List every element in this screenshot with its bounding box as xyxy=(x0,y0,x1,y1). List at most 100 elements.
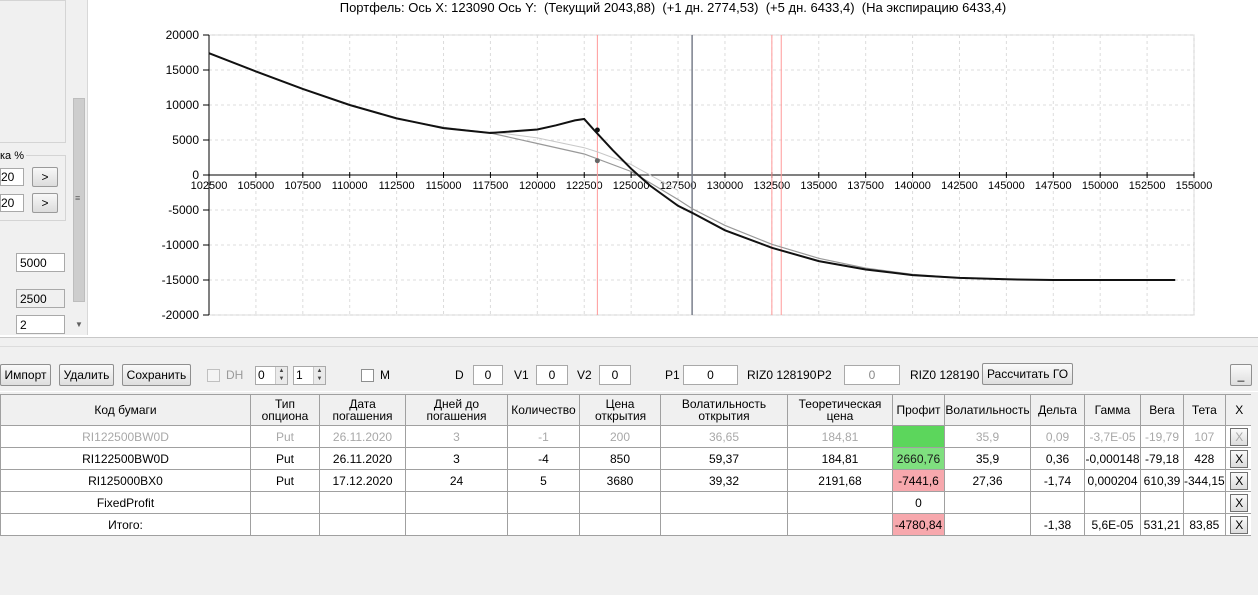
remove-row-button[interactable]: X xyxy=(1230,515,1249,534)
cell-qty[interactable]: -1 xyxy=(507,425,580,448)
cell-vol-open[interactable]: 36,65 xyxy=(660,425,788,448)
remove-row-button[interactable]: X xyxy=(1230,493,1249,512)
rate-apply-button-1[interactable]: > xyxy=(32,167,58,187)
col-header-gamma[interactable]: Гамма xyxy=(1084,394,1141,426)
save-button[interactable]: Сохранить xyxy=(122,364,191,386)
cell-days[interactable]: 24 xyxy=(405,469,508,492)
col-header-theta[interactable]: Тета xyxy=(1183,394,1226,426)
col-header-days[interactable]: Дней до погашения xyxy=(405,394,508,426)
cell-type[interactable]: Put xyxy=(250,447,320,470)
cell-theta[interactable]: 107 xyxy=(1183,425,1226,448)
cell-theo[interactable] xyxy=(787,491,893,514)
delete-button[interactable]: Удалить xyxy=(59,364,114,386)
cell-vol-open[interactable]: 39,32 xyxy=(660,469,788,492)
cell-open[interactable] xyxy=(579,513,661,536)
cell-theo[interactable]: 184,81 xyxy=(787,425,893,448)
cell-vol[interactable] xyxy=(944,491,1031,514)
cell-open[interactable]: 3680 xyxy=(579,469,661,492)
cell-theta[interactable]: -344,15 xyxy=(1183,469,1226,492)
col-header-qty[interactable]: Количество xyxy=(507,394,580,426)
cell-code[interactable]: RI122500BW0D xyxy=(0,447,251,470)
minimize-button[interactable]: _ xyxy=(1230,364,1252,386)
cell-qty[interactable]: -4 xyxy=(507,447,580,470)
cell-vol[interactable]: 35,9 xyxy=(944,447,1031,470)
col-header-theo[interactable]: Теоретическая цена xyxy=(787,394,893,426)
cell-theta[interactable] xyxy=(1183,491,1226,514)
col-header-date[interactable]: Дата погашения xyxy=(319,394,406,426)
cell-delta[interactable]: 0,36 xyxy=(1030,447,1085,470)
splitter-grip-icon[interactable]: ≡ xyxy=(75,193,81,203)
cell-date[interactable]: 26.11.2020 xyxy=(319,425,406,448)
cell-vega[interactable]: 610,39 xyxy=(1140,469,1184,492)
d-input[interactable]: 0 xyxy=(473,365,503,385)
cell-theta[interactable]: 428 xyxy=(1183,447,1226,470)
cell-qty[interactable] xyxy=(507,491,580,514)
col-header-vol[interactable]: Волатильность xyxy=(944,394,1031,426)
cell-gamma[interactable]: 0,000204 xyxy=(1084,469,1141,492)
cell-vega[interactable]: 531,21 xyxy=(1140,513,1184,536)
col-header-profit[interactable]: Профит xyxy=(892,394,945,426)
cell-vega[interactable] xyxy=(1140,491,1184,514)
cell-days[interactable]: 3 xyxy=(405,425,508,448)
cell-profit[interactable] xyxy=(892,425,945,448)
table-row[interactable]: Итого: -4780,84 -1,38 5,6E-05 531,21 83,85 X xyxy=(0,513,1254,536)
cell-open[interactable]: 200 xyxy=(579,425,661,448)
scrollbar-thumb[interactable] xyxy=(73,98,85,302)
cell-code[interactable]: RI125000BX0 xyxy=(0,469,251,492)
scroll-down-arrow-icon[interactable]: ▼ xyxy=(75,320,83,329)
cell-date[interactable]: 17.12.2020 xyxy=(319,469,406,492)
cell-delta[interactable] xyxy=(1030,491,1085,514)
cell-profit[interactable]: 2660,76 xyxy=(892,447,945,470)
cell-date[interactable] xyxy=(319,513,406,536)
cell-days[interactable] xyxy=(405,491,508,514)
v1-input[interactable]: 0 xyxy=(536,365,568,385)
rate-input-1[interactable]: 20 xyxy=(0,168,24,186)
spin-arrows-icon[interactable]: ▲ ▼ xyxy=(313,367,325,384)
cell-theo[interactable]: 2191,68 xyxy=(787,469,893,492)
cell-type[interactable]: Put xyxy=(250,469,320,492)
remove-row-button[interactable]: X xyxy=(1230,427,1249,446)
param-field-1[interactable]: 5000 xyxy=(16,253,65,272)
col-header-code[interactable]: Код бумаги xyxy=(0,394,251,426)
col-header-type[interactable]: Тип опциона xyxy=(250,394,320,426)
col-header-vega[interactable]: Вега xyxy=(1140,394,1184,426)
cell-profit[interactable]: -4780,84 xyxy=(892,513,945,536)
cell-profit[interactable]: 0 xyxy=(892,491,945,514)
left-panel-scrollbar[interactable]: ▼ xyxy=(72,0,86,335)
cell-vol-open[interactable]: 59,37 xyxy=(660,447,788,470)
v2-input[interactable]: 0 xyxy=(599,365,631,385)
grid-scrollbar[interactable] xyxy=(1251,394,1258,595)
cell-type[interactable] xyxy=(250,513,320,536)
p2-input[interactable]: 0 xyxy=(844,365,900,385)
cell-days[interactable] xyxy=(405,513,508,536)
cell-open[interactable]: 850 xyxy=(579,447,661,470)
param-field-3[interactable]: 2 xyxy=(16,315,65,334)
col-header-x[interactable]: X xyxy=(1224,394,1254,426)
cell-date[interactable] xyxy=(319,491,406,514)
panel-splitter[interactable] xyxy=(0,337,1258,347)
cell-gamma[interactable] xyxy=(1084,491,1141,514)
spin-field-1[interactable]: 0 ▲ ▼ xyxy=(255,366,288,385)
cell-code[interactable]: Итого: xyxy=(0,513,251,536)
cell-vega[interactable]: -79,18 xyxy=(1140,447,1184,470)
cell-theta[interactable]: 83,85 xyxy=(1183,513,1226,536)
table-row[interactable]: FixedProfit 0 X xyxy=(0,491,1254,514)
col-header-vol-open[interactable]: Волатильность открытия xyxy=(660,394,788,426)
rate-input-2[interactable]: 20 xyxy=(0,194,24,212)
cell-vol[interactable] xyxy=(944,513,1031,536)
rate-apply-button-2[interactable]: > xyxy=(32,193,58,213)
cell-vol-open[interactable] xyxy=(660,513,788,536)
cell-profit[interactable]: -7441,6 xyxy=(892,469,945,492)
cell-code[interactable]: FixedProfit xyxy=(0,491,251,514)
table-row[interactable]: RI122500BW0D Put 26.11.2020 3 -1 200 36,65 184,… xyxy=(0,425,1254,448)
m-checkbox[interactable] xyxy=(361,369,374,382)
cell-vol[interactable]: 35,9 xyxy=(944,425,1031,448)
cell-delta[interactable]: 0,09 xyxy=(1030,425,1085,448)
remove-row-button[interactable]: X xyxy=(1230,449,1249,468)
cell-gamma[interactable]: -3,7E-05 xyxy=(1084,425,1141,448)
dh-checkbox[interactable] xyxy=(207,369,220,382)
cell-open[interactable] xyxy=(579,491,661,514)
cell-vol[interactable]: 27,36 xyxy=(944,469,1031,492)
cell-delta[interactable]: -1,74 xyxy=(1030,469,1085,492)
cell-gamma[interactable]: -0,000148 xyxy=(1084,447,1141,470)
